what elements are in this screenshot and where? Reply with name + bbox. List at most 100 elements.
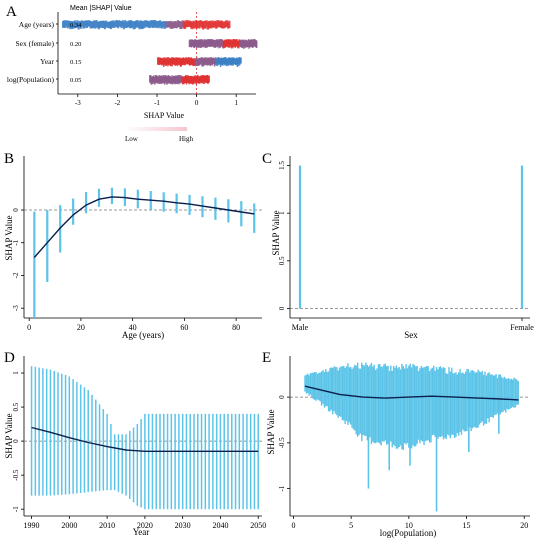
panel-c-category-label: Male — [292, 323, 309, 332]
beeswarm-point — [83, 21, 86, 29]
beeswarm-point — [163, 21, 166, 29]
panel-a-header: Mean |SHAP| Value — [70, 5, 132, 12]
beeswarm-point — [64, 20, 67, 28]
panel-b-trend-line — [33, 196, 255, 258]
beeswarm-point — [148, 21, 151, 29]
beeswarm-point — [66, 21, 69, 29]
beeswarm-point — [227, 21, 230, 29]
beeswarm-point — [169, 20, 172, 29]
beeswarm-point — [67, 20, 71, 28]
mean-abs-shap-value: 0.05 — [70, 77, 81, 84]
panel-e-xlabel: log(Population) — [380, 528, 437, 538]
beeswarm-point — [79, 21, 83, 29]
panel-b-xtick-label: 40 — [129, 323, 137, 332]
beeswarm-point — [145, 20, 148, 28]
panel-d-ytick-label: -0.5 — [12, 469, 20, 481]
beeswarm-point — [85, 20, 89, 29]
beeswarm-point — [75, 21, 78, 28]
panel-a-xtick-label: 1 — [234, 99, 238, 107]
beeswarm-point — [223, 21, 226, 29]
beeswarm-point — [134, 20, 138, 28]
beeswarm-point — [178, 20, 181, 27]
beeswarm-point — [195, 20, 199, 29]
panel-c-ylabel: SHAP Value — [271, 210, 281, 255]
panel-e-ylabel: SHAP Value — [266, 409, 276, 454]
beeswarm-point — [189, 21, 193, 29]
beeswarm-point — [203, 20, 206, 29]
beeswarm-point — [198, 20, 201, 29]
beeswarm-point — [115, 20, 118, 28]
beeswarm-point — [193, 21, 196, 29]
beeswarm-point — [112, 20, 115, 28]
beeswarm-point — [168, 21, 171, 28]
panel-d-ytick-label: 1 — [12, 371, 20, 375]
beeswarm-point — [154, 20, 157, 27]
beeswarm-point — [256, 40, 258, 48]
beeswarm-point — [136, 20, 139, 28]
panel-c-ytick-label: 1.5 — [278, 161, 286, 170]
panel-b-xlabel: Age (years) — [122, 330, 164, 340]
beeswarm-point — [91, 21, 95, 29]
beeswarm-point — [122, 21, 126, 30]
beeswarm-point — [82, 20, 85, 29]
beeswarm-point — [175, 21, 178, 29]
beeswarm-point — [172, 21, 175, 29]
beeswarm-point — [173, 21, 176, 28]
beeswarm-point — [156, 21, 159, 28]
beeswarm-point — [124, 20, 127, 28]
beeswarm-point — [63, 20, 66, 28]
panel-c-xlabel: Sex — [404, 330, 418, 340]
beeswarm-point — [199, 20, 202, 27]
beeswarm-point — [73, 20, 77, 29]
feature-label: Year — [40, 57, 54, 66]
beeswarm-point — [206, 21, 209, 30]
beeswarm-point — [119, 20, 122, 28]
beeswarm-point — [212, 21, 215, 28]
beeswarm-point — [174, 21, 177, 29]
beeswarm-point — [84, 20, 87, 27]
panel-b-xtick-label: 60 — [180, 323, 188, 332]
panel-b-xtick-label: 20 — [77, 323, 85, 332]
beeswarm-point — [207, 21, 211, 29]
beeswarm-point — [210, 21, 213, 29]
feature-label: Age (years) — [19, 20, 55, 29]
beeswarm-point — [222, 21, 225, 29]
beeswarm-point — [126, 21, 129, 28]
beeswarm-point — [125, 21, 128, 29]
beeswarm-point — [194, 20, 197, 28]
beeswarm-point — [95, 20, 98, 28]
beeswarm-point — [71, 21, 74, 30]
panel-a-colorbar — [125, 127, 187, 131]
beeswarm-point — [219, 20, 223, 28]
panel-a-xtick-label: -2 — [114, 99, 120, 107]
feature-label: Sex (female) — [15, 39, 54, 48]
beeswarm-point — [87, 20, 90, 27]
beeswarm-point — [224, 20, 227, 28]
beeswarm-point — [166, 21, 169, 28]
panel-d-xtick-label: 2030 — [175, 521, 191, 530]
beeswarm-point — [197, 20, 200, 28]
panel-a-xlabel: SHAP Value — [144, 111, 185, 120]
panel-e-xtick-label: 10 — [405, 521, 413, 530]
panel-b-ytick-label: 0 — [12, 208, 20, 212]
beeswarm-point — [109, 21, 113, 30]
beeswarm-point — [113, 21, 116, 28]
beeswarm-point — [215, 21, 218, 29]
beeswarm-point — [89, 20, 92, 29]
beeswarm-point — [151, 20, 154, 29]
panel-c-ytick-label: 0.5 — [278, 256, 286, 265]
beeswarm-point — [164, 20, 168, 28]
panel-e-xtick-label: 5 — [349, 521, 353, 530]
panel-e-xtick-label: 0 — [291, 521, 295, 530]
panel-d-ylabel: SHAP Value — [4, 413, 14, 458]
beeswarm-point — [111, 20, 114, 28]
beeswarm-point — [127, 20, 130, 27]
beeswarm-point — [76, 20, 79, 28]
panel-e-xtick-label: 15 — [463, 521, 471, 530]
beeswarm-point — [97, 21, 101, 30]
beeswarm-point — [211, 20, 214, 28]
beeswarm-point — [106, 21, 109, 28]
beeswarm-point — [137, 20, 140, 28]
panel-e-xtick-label: 20 — [520, 521, 528, 530]
